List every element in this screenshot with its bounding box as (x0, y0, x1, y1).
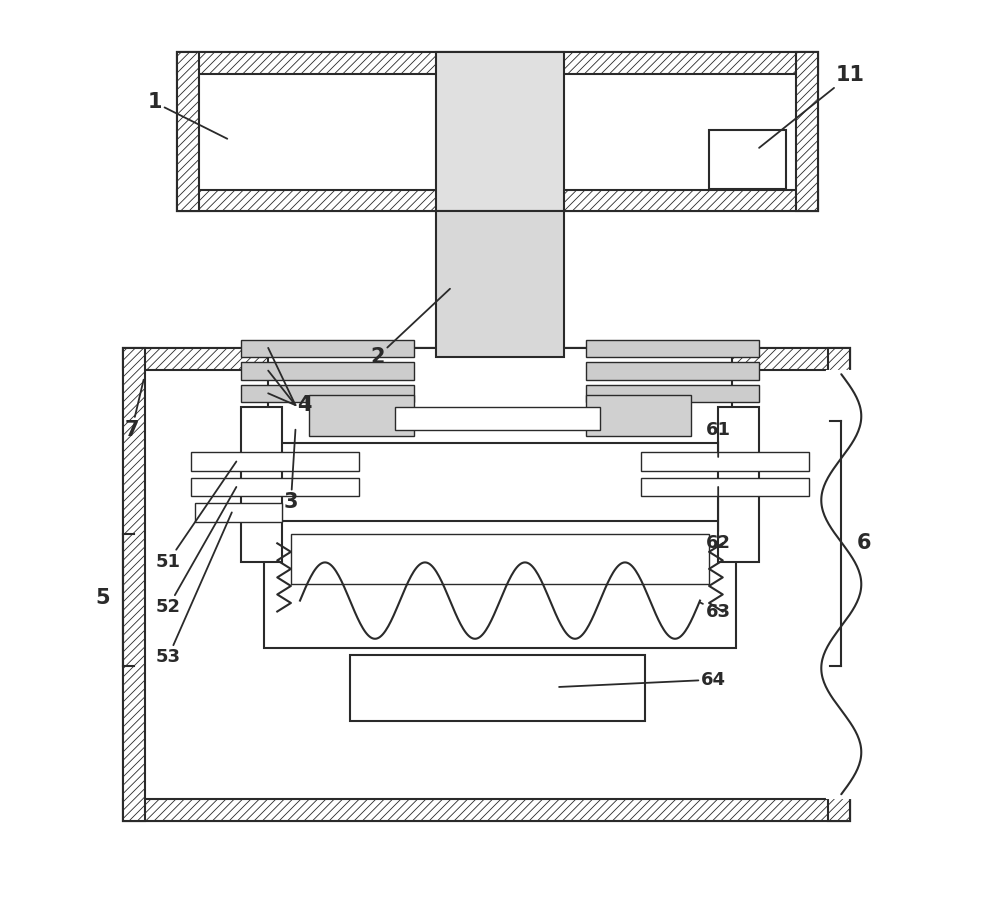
Bar (177, 53, 199, 211)
Bar (241, 407, 282, 561)
Bar (241, 340, 414, 357)
Bar (123, 348, 850, 370)
Bar (395, 407, 600, 430)
Text: 63: 63 (700, 603, 731, 620)
Bar (641, 452, 809, 471)
Text: 5: 5 (95, 588, 110, 608)
Bar (436, 211, 564, 357)
Bar (309, 395, 414, 436)
Bar (241, 363, 414, 379)
Bar (264, 521, 736, 648)
Text: 6: 6 (856, 533, 871, 553)
Bar (191, 452, 359, 471)
Bar (268, 348, 732, 443)
Bar (828, 348, 850, 821)
Text: 1: 1 (147, 92, 227, 138)
Bar (123, 348, 850, 821)
Bar (586, 340, 759, 357)
Bar (123, 798, 850, 821)
Text: 11: 11 (759, 66, 865, 148)
Text: 64: 64 (559, 671, 726, 689)
Text: 53: 53 (156, 512, 232, 666)
Bar (241, 385, 414, 402)
Bar (191, 478, 359, 496)
Bar (177, 53, 818, 211)
Text: 61: 61 (706, 421, 731, 457)
Text: 52: 52 (156, 487, 236, 616)
Bar (718, 407, 759, 561)
Bar (291, 534, 709, 584)
Bar (177, 189, 818, 211)
Bar (123, 348, 145, 821)
Bar (709, 129, 786, 189)
Bar (586, 385, 759, 402)
Bar (350, 655, 645, 721)
Bar (796, 53, 818, 211)
Bar (177, 53, 818, 74)
Bar (436, 53, 564, 211)
Bar (641, 478, 809, 496)
Text: 51: 51 (156, 462, 236, 570)
Text: 4: 4 (297, 395, 312, 415)
Bar (195, 503, 282, 521)
Text: 62: 62 (706, 487, 731, 552)
Bar (586, 395, 691, 436)
Text: 7: 7 (125, 379, 144, 439)
Text: 2: 2 (370, 289, 450, 367)
Bar (826, 370, 885, 798)
Text: 3: 3 (284, 430, 298, 512)
Bar (586, 363, 759, 379)
